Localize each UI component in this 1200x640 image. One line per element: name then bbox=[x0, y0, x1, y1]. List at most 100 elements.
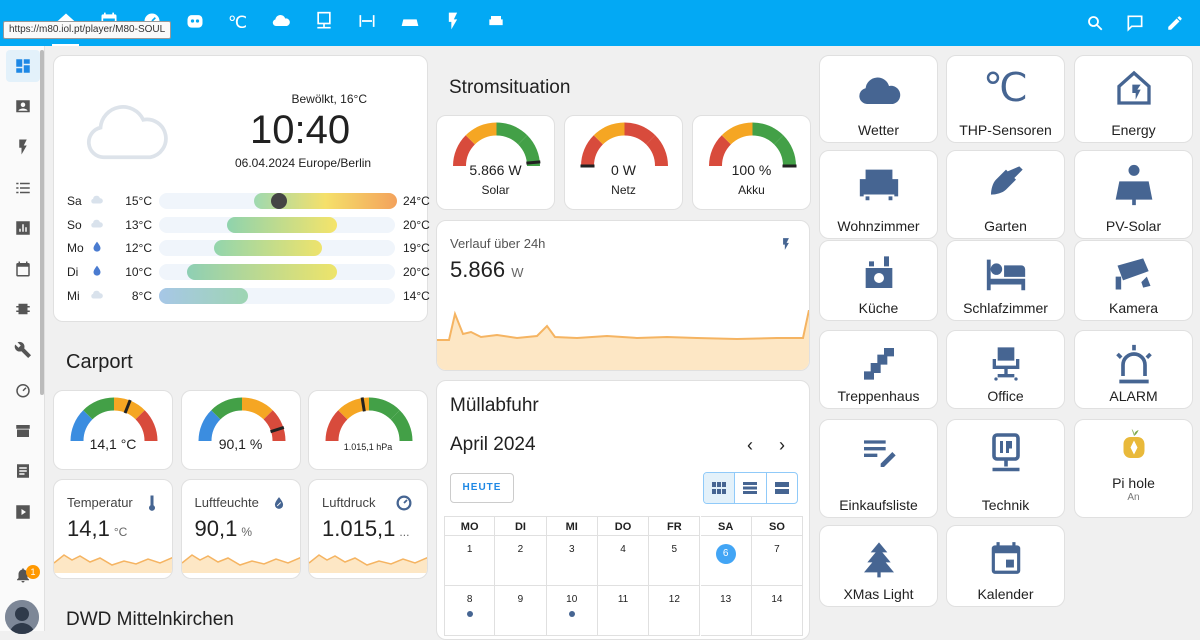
tile-office[interactable]: Office bbox=[946, 330, 1065, 409]
tile-label: Garten bbox=[984, 218, 1027, 234]
tile-einkaufsliste[interactable]: Einkaufsliste bbox=[819, 419, 938, 518]
sidebar-item-media[interactable] bbox=[0, 492, 45, 533]
cctv-icon bbox=[1075, 253, 1192, 293]
view-toggle bbox=[703, 472, 798, 504]
sidebar-item-calendar[interactable] bbox=[0, 249, 45, 290]
sidebar-item-logs[interactable] bbox=[0, 451, 45, 492]
weather-time: 10:40 bbox=[250, 108, 351, 152]
forecast-day: So bbox=[67, 217, 82, 232]
calendar-day[interactable]: 7 bbox=[751, 536, 804, 586]
day-number: 12 bbox=[649, 594, 699, 605]
sensor-value: 90,1% bbox=[195, 516, 253, 542]
assist-icon[interactable] bbox=[1122, 10, 1148, 36]
calendar-day[interactable]: 8 bbox=[444, 586, 496, 636]
view-month-icon[interactable] bbox=[704, 473, 735, 503]
tab-calendar[interactable] bbox=[87, 0, 130, 46]
tile-xmas-light[interactable]: XMas Light bbox=[819, 525, 938, 607]
tab-network[interactable] bbox=[302, 0, 345, 46]
day-number: 2 bbox=[495, 544, 545, 555]
tab-width[interactable] bbox=[345, 0, 388, 46]
view-week-icon[interactable] bbox=[734, 473, 765, 503]
tile-garten[interactable]: Garten bbox=[946, 150, 1065, 239]
forecast-row: So 13°C 20°C bbox=[67, 216, 430, 233]
sensor-value: 14,1 °C bbox=[67, 516, 127, 542]
tile-pv-solar[interactable]: PV-Solar bbox=[1074, 150, 1193, 239]
tile-wohnzimmer[interactable]: Wohnzimmer bbox=[819, 150, 938, 239]
calendar-icon bbox=[6, 253, 40, 285]
chevron-left-icon[interactable]: ‹ bbox=[747, 435, 753, 455]
calendar-day[interactable]: 13 bbox=[700, 586, 752, 636]
chevron-right-icon[interactable]: › bbox=[779, 435, 785, 455]
tile-technik[interactable]: Technik bbox=[946, 419, 1065, 518]
tab-living[interactable] bbox=[474, 0, 517, 46]
day-number: 13 bbox=[701, 594, 751, 605]
carport-gauge-card[interactable]: 90,1 % bbox=[180, 390, 301, 470]
calendar-day[interactable]: 3 bbox=[546, 536, 598, 586]
sidebar-item-overview[interactable] bbox=[0, 46, 45, 87]
edit-icon[interactable] bbox=[1162, 10, 1188, 36]
speedometer-icon bbox=[6, 374, 40, 406]
power-gauge-card[interactable]: 5.866 W Solar bbox=[436, 115, 555, 210]
notifications-button[interactable]: 1 bbox=[0, 563, 45, 591]
day-number-text: 10 bbox=[566, 594, 578, 605]
stairs-icon bbox=[820, 343, 937, 383]
calendar-day[interactable]: 4 bbox=[597, 536, 650, 586]
sidebar-item-people[interactable] bbox=[0, 87, 45, 128]
calendar-day[interactable]: 10 bbox=[546, 586, 598, 636]
solar-panel-icon bbox=[1075, 163, 1192, 207]
gauge-dial bbox=[309, 397, 429, 458]
tab-robot[interactable] bbox=[173, 0, 216, 46]
calendar-day[interactable]: 12 bbox=[649, 586, 701, 636]
tile-label: Wohnzimmer bbox=[837, 218, 920, 234]
calendar-day[interactable]: 9 bbox=[495, 586, 547, 636]
sensor-card[interactable]: Luftfeuchte 90,1% bbox=[180, 479, 301, 579]
carport-gauge-card[interactable]: 1.015,1 hPa bbox=[308, 390, 428, 470]
sidebar-item-logbook[interactable] bbox=[0, 168, 45, 209]
power-gauge-card[interactable]: 0 W Netz bbox=[564, 115, 683, 210]
tile-kalender[interactable]: Kalender bbox=[946, 525, 1065, 607]
tab-solar[interactable] bbox=[388, 0, 431, 46]
flash-icon bbox=[6, 131, 40, 163]
tab-weather[interactable] bbox=[259, 0, 302, 46]
calendar-day[interactable]: 6 bbox=[700, 536, 752, 586]
today-button[interactable]: HEUTE bbox=[450, 473, 514, 503]
tab-energy[interactable] bbox=[431, 0, 474, 46]
top-app-bar: ℃ bbox=[0, 0, 1200, 46]
carport-gauge-card[interactable]: 14,1 °C bbox=[53, 390, 173, 470]
sidebar-scrollbar[interactable] bbox=[40, 50, 44, 395]
sidebar-item-tools[interactable] bbox=[0, 330, 45, 371]
flash-icon bbox=[779, 235, 793, 258]
home-lightning-icon bbox=[1075, 68, 1192, 108]
calendar-day[interactable]: 14 bbox=[751, 586, 804, 636]
power-gauge-card[interactable]: 100 % Akku bbox=[692, 115, 811, 210]
search-icon[interactable] bbox=[1082, 10, 1108, 36]
tile-schlafzimmer[interactable]: Schlafzimmer bbox=[946, 240, 1065, 321]
view-day-icon[interactable] bbox=[765, 473, 797, 503]
calendar-day[interactable]: 1 bbox=[444, 536, 496, 586]
calendar-day[interactable]: 11 bbox=[597, 586, 650, 636]
sidebar-item-energy[interactable] bbox=[0, 127, 45, 168]
tile-treppenhaus[interactable]: Treppenhaus bbox=[819, 330, 938, 409]
weather-card[interactable]: Bewölkt, 16°C 10:40 06.04.2024 Europe/Be… bbox=[53, 55, 430, 322]
gauge-value: 90,1 % bbox=[218, 436, 263, 452]
tile-energy[interactable]: Energy bbox=[1074, 55, 1193, 143]
power-history-card[interactable]: Verlauf über 24h 5.866 W bbox=[436, 220, 810, 371]
avatar[interactable] bbox=[5, 600, 39, 634]
event-dot bbox=[568, 611, 575, 617]
tile-pi-hole[interactable]: Pi hole An bbox=[1074, 419, 1193, 518]
tab-temperature[interactable]: ℃ bbox=[216, 0, 259, 46]
sensor-card[interactable]: Temperatur 14,1 °C bbox=[53, 479, 173, 579]
tile-alarm[interactable]: ALARM bbox=[1074, 330, 1193, 409]
sidebar-item-esphome[interactable] bbox=[0, 289, 45, 330]
tile-wetter[interactable]: Wetter bbox=[819, 55, 938, 143]
sensor-title: Luftdruck bbox=[322, 495, 376, 510]
sidebar-item-hacs[interactable] bbox=[0, 411, 45, 452]
calendar-day[interactable]: 5 bbox=[649, 536, 701, 586]
tile-thp-sensoren[interactable]: ℃ THP-Sensoren bbox=[946, 55, 1065, 143]
sidebar-item-speedtest[interactable] bbox=[0, 370, 45, 411]
tile-kamera[interactable]: Kamera bbox=[1074, 240, 1193, 321]
calendar-day[interactable]: 2 bbox=[495, 536, 547, 586]
sensor-card[interactable]: Luftdruck 1.015,1... bbox=[308, 479, 428, 579]
tile-k-che[interactable]: Küche bbox=[819, 240, 938, 321]
sidebar-item-history[interactable] bbox=[0, 208, 45, 249]
